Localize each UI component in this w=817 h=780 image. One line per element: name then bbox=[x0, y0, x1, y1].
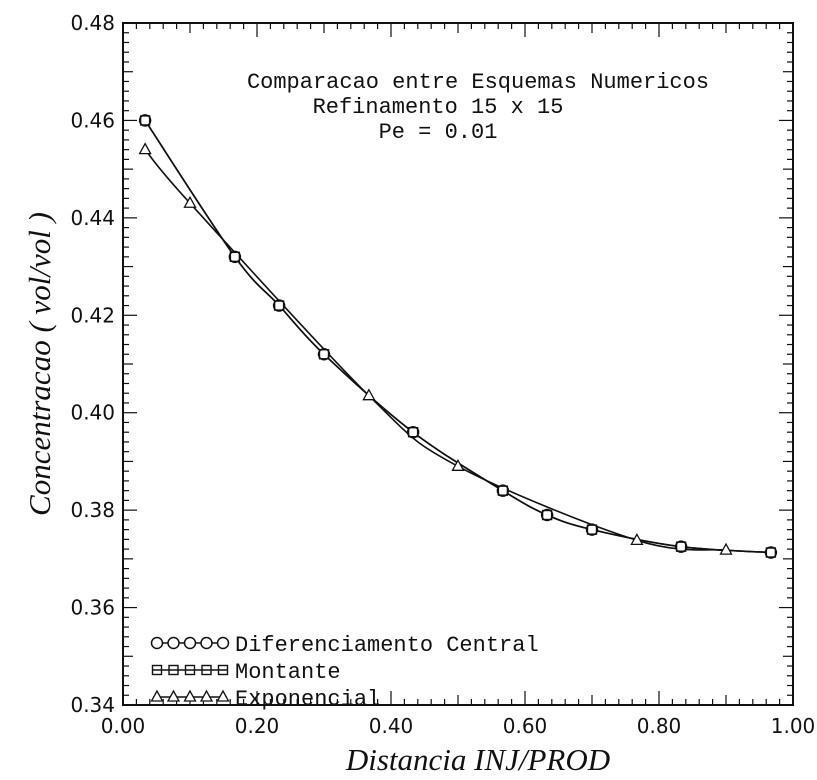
data-point-square bbox=[407, 427, 419, 438]
series-lines bbox=[144, 119, 771, 554]
data-point-square bbox=[497, 485, 509, 496]
data-point-square bbox=[541, 509, 553, 521]
data-point-triangle bbox=[362, 388, 376, 401]
y-tick-label: 0.42 bbox=[70, 303, 115, 327]
data-point-square bbox=[273, 300, 285, 311]
data-point-circle bbox=[540, 508, 554, 522]
legend-marker-square bbox=[184, 664, 196, 676]
x-tick-label: 0.20 bbox=[235, 714, 280, 738]
data-point-square bbox=[229, 251, 241, 263]
legend-marker-triangle bbox=[150, 689, 164, 702]
data-point-square bbox=[765, 547, 777, 558]
y-tick-label: 0.44 bbox=[70, 206, 115, 230]
series-markers bbox=[138, 114, 778, 559]
legend-marker-square bbox=[217, 664, 229, 676]
y-tick-label: 0.34 bbox=[70, 693, 115, 717]
title-line-1: Comparacao entre Esquemas Numericos bbox=[247, 70, 709, 95]
data-point-triangle bbox=[630, 532, 644, 545]
legend-marker-circle bbox=[216, 636, 230, 650]
series-line-1 bbox=[144, 119, 771, 554]
legend-marker-triangle bbox=[183, 689, 197, 702]
title-line-3: Pe = 0.01 bbox=[379, 120, 498, 145]
series-line-2 bbox=[144, 119, 771, 554]
legend-marker-square bbox=[151, 664, 163, 676]
legend-marker-square bbox=[201, 664, 212, 676]
data-point-circle bbox=[317, 348, 331, 361]
data-point-circle bbox=[406, 425, 420, 439]
x-tick-label: 1.00 bbox=[771, 714, 816, 738]
data-point-triangle bbox=[719, 542, 733, 555]
series-line-3 bbox=[144, 149, 727, 551]
data-point-triangle bbox=[451, 458, 465, 471]
x-tick-label: 0.60 bbox=[503, 714, 548, 738]
x-tick-label: 0.00 bbox=[101, 714, 146, 738]
legend-marker-circle bbox=[167, 636, 180, 650]
x-tick-label: 0.40 bbox=[369, 714, 414, 738]
data-point-triangle bbox=[138, 142, 152, 155]
data-point-circle bbox=[764, 546, 778, 559]
data-point-triangle bbox=[183, 195, 197, 208]
y-tick-label: 0.36 bbox=[70, 596, 115, 620]
data-point-circle bbox=[228, 250, 242, 264]
data-point-circle bbox=[674, 540, 688, 553]
legend: Diferenciamento CentralMontanteExponenci… bbox=[150, 633, 539, 712]
y-tick-label: 0.40 bbox=[70, 401, 115, 425]
legend-marker-circle bbox=[183, 636, 197, 650]
data-point-square bbox=[675, 541, 687, 552]
x-axis-title: Distancia INJ/PROD bbox=[345, 742, 610, 777]
legend-marker-triangle bbox=[166, 689, 181, 702]
y-tick-label: 0.38 bbox=[70, 498, 115, 522]
x-tick-label: 0.80 bbox=[637, 714, 682, 738]
legend-marker-triangle bbox=[216, 689, 230, 702]
legend-label: Montante bbox=[235, 660, 341, 685]
data-point-circle bbox=[272, 299, 286, 312]
data-point-circle bbox=[138, 114, 152, 127]
legend-label: Diferenciamento Central bbox=[235, 633, 539, 658]
y-axis-title: Concentracao ( vol/vol ) bbox=[22, 212, 57, 516]
y-tick-label: 0.48 bbox=[70, 11, 115, 35]
data-point-circle bbox=[496, 484, 510, 497]
chart-title: Comparacao entre Esquemas Numericos Refi… bbox=[247, 70, 709, 145]
data-point-square bbox=[586, 524, 598, 535]
tick-labels: 0.00 0.20 0.40 0.60 0.80 1.00 0.34 0.36 0.38 0.40… bbox=[70, 11, 815, 738]
legend-marker-square bbox=[168, 664, 179, 676]
title-line-2: Refinamento 15 x 15 bbox=[313, 95, 564, 120]
data-point-circle bbox=[585, 523, 599, 536]
data-point-square bbox=[139, 115, 151, 126]
legend-marker-triangle bbox=[199, 689, 214, 702]
y-tick-label: 0.46 bbox=[70, 108, 115, 132]
legend-marker-circle bbox=[150, 636, 164, 650]
data-point-square bbox=[318, 349, 330, 360]
legend-marker-circle bbox=[200, 636, 213, 650]
ticks bbox=[122, 22, 794, 706]
legend-label: Exponencial bbox=[235, 687, 380, 712]
